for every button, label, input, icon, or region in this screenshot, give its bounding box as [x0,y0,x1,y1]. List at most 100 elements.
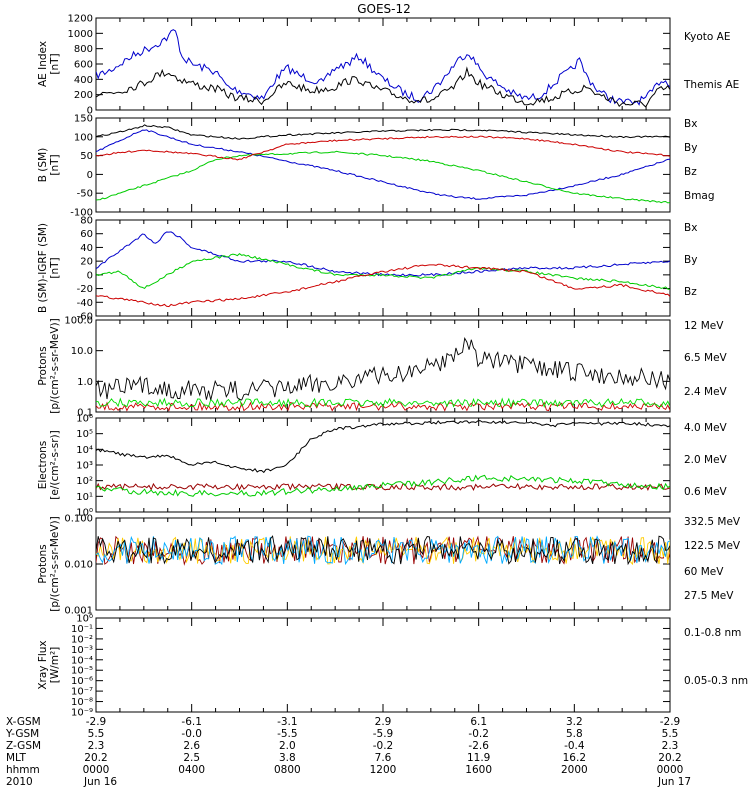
series-line-27-5-mev [96,535,670,566]
series-group [96,535,670,566]
y-tick-label: -100 [70,208,93,219]
ephemeris-value: 0800 [274,764,301,776]
y-axis-label: Protons [37,544,49,583]
series-group [96,29,670,108]
y-tick-label: 800 [74,44,93,55]
y-tick-label: 10⁶ [76,414,93,425]
series-line-2-0-mev [96,474,670,497]
y-tick-label: 1000 [68,29,93,40]
y-tick-label: 10⁻⁹ [71,708,93,719]
y-tick-label: 0 [87,270,93,281]
legend-label: 60 MeV [684,566,724,578]
y-tick-label: 10⁻³ [71,645,93,656]
ephemeris-value: 2.3 [88,740,105,752]
ephemeris-value: 11.9 [467,752,490,764]
ephemeris-value: -0.0 [181,728,202,740]
y-tick-label: 0 [87,106,93,117]
series-group [96,420,670,497]
panel-b: -100 -50 0 50 100 150 B (SM) [nT] Bx By Bz Bmag [37,114,715,219]
y-axis-label: [nT] [49,154,61,175]
panel-protons: 0.1 1.0 10.0 100.0 Protons [p/(cm²-s-sr-MeV)]… [37,316,728,419]
ephemeris-value: 1200 [370,764,397,776]
y-tick-label: 40 [80,243,93,254]
y-axis-label: B (SM)-IGRF (SM) [37,223,49,313]
legend-label: 2.0 MeV [684,454,728,466]
legend-label: Bmag [684,190,715,202]
legend-label: 12 MeV [684,320,724,332]
y-tick-label: 10⁴ [76,445,93,456]
ephemeris-value: 2.5 [183,752,200,764]
y-tick-label: 50 [80,151,93,162]
y-axis-label: Electrons [37,441,49,490]
panel-hep: 0.001 0.010 0.100 Protons [p/(cm²-s-sr-MeV)]… [37,514,741,617]
series-line-kyoto-ae [96,29,670,106]
y-tick-label: 10.0 [71,346,93,357]
legend-label: By [684,142,697,154]
ephemeris-value: -0.2 [468,728,489,740]
y-tick-label: -60 [77,312,93,323]
legend-label: Bz [684,286,697,298]
series-line-bz [96,263,670,308]
series-line-by [96,150,670,204]
legend-label: Kyoto AE [684,31,730,43]
y-tick-label: 80 [80,216,93,227]
y-tick-label: 10⁻⁵ [71,666,93,677]
panel-ae: 0 200 400 600 800 1000 1200 AE Index [nT] Kyoto A… [37,14,739,117]
ephemeris-value: Jun 16 [83,776,117,788]
legend-label: By [684,254,697,266]
y-axis-label: Protons [37,346,49,385]
ephemeris-value: 2.3 [662,740,679,752]
panel-frame [95,17,671,111]
series-line-themis-ae [96,66,670,108]
ephemeris-value: 5.5 [88,728,105,740]
ephemeris-value: 2000 [561,764,588,776]
ephemeris-value: 1600 [465,764,492,776]
y-tick-label: 600 [74,60,93,71]
ephemeris-value: -0.2 [373,740,394,752]
panel-frame [95,517,671,611]
panel-dbb: -60 -40 -20 0 20 40 60 80 B (SM)-IGRF (SM) [nT] Bx… [37,216,697,323]
y-axis-label: AE Index [37,41,49,87]
y-tick-label: 0.100 [64,514,93,525]
legend-label: 27.5 MeV [684,590,734,602]
ephemeris-label: X-GSM [6,716,41,728]
y-tick-label: 100 [74,132,93,143]
series-line-0-6-mev [96,420,670,474]
legend-label: 0.1-0.8 nm [684,627,741,639]
y-tick-label: -40 [77,298,93,309]
ephemeris-label: MLT [6,752,26,764]
ephemeris-value: -2.9 [660,716,681,728]
series-line-60-mev [96,535,670,566]
ephemeris-value: 3.8 [279,752,296,764]
y-tick-label: 10² [76,476,93,487]
ephemeris-value: -3.1 [277,716,298,728]
y-tick-label: 20 [80,257,93,268]
y-tick-label: 10¹ [76,492,93,503]
ephemeris-value: 5.8 [566,728,583,740]
ephemeris-value: 0400 [178,764,205,776]
ephemeris-value: 2.6 [183,740,200,752]
series-line-bx [96,129,670,200]
legend-label: 122.5 MeV [684,540,741,552]
y-tick-label: 0.1 [77,408,93,419]
y-tick-label: 0.010 [64,560,93,571]
legend-label: 332.5 MeV [684,516,741,528]
y-tick-label: -50 [77,189,93,200]
legend-label: 4.0 MeV [684,422,728,434]
ephemeris-value: 20.2 [658,752,681,764]
series-line-2-4-mev [96,336,670,401]
series-line-4-0-mev [96,482,670,492]
ephemeris-value: Jun 17 [657,776,691,788]
ephemeris-label: hhmm [6,764,40,776]
series-line-bmag [96,124,670,140]
ephemeris-value: 0000 [657,764,684,776]
y-axis-label: B (SM) [37,148,49,182]
y-tick-label: 0.001 [64,606,93,617]
ephemeris-label: 2010 [6,776,33,788]
y-tick-label: 10⁻⁴ [71,655,93,666]
legend-label: Bx [684,118,697,130]
legend-label: 6.5 MeV [684,352,728,364]
ephemeris-value: 7.6 [375,752,392,764]
